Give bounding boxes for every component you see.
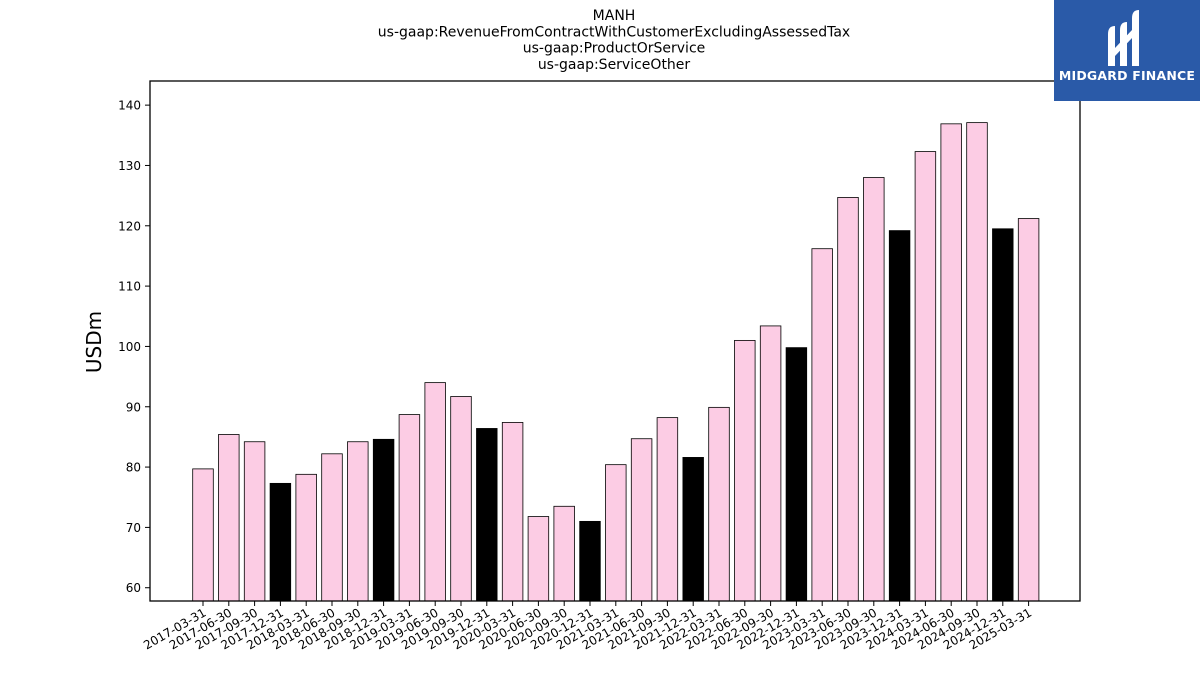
y-tick-label: 80 (126, 461, 141, 475)
y-axis: 60 70 80 90 100 110 120 130 140 (118, 99, 150, 595)
bar-2017-09-30 (243, 441, 266, 602)
bar-2022-09-30 (759, 325, 782, 602)
bar-2019-06-30 (424, 382, 446, 602)
bar-2018-12-31 (372, 438, 395, 602)
bar-2024-06-30 (940, 123, 962, 602)
bar-2024-12-31 (992, 228, 1014, 602)
bar-2019-03-31 (398, 414, 421, 602)
bar-2018-06-30 (321, 453, 343, 602)
bar-2024-03-31 (914, 151, 937, 602)
y-tick-label: 70 (126, 521, 141, 535)
bar-2018-09-30 (347, 441, 369, 602)
bar-2022-12-31 (785, 347, 808, 602)
y-tick-label: 100 (118, 340, 141, 354)
chart-title-line: MANH (593, 8, 636, 24)
bar-2021-06-30 (630, 438, 653, 602)
bar-2017-12-31 (269, 482, 292, 602)
bar-2021-12-31 (682, 457, 704, 602)
y-axis-label: USDm (82, 311, 106, 373)
y-tick-label: 120 (118, 219, 141, 233)
bar-2020-09-30 (553, 505, 575, 602)
bar-2021-09-30 (656, 417, 679, 602)
chart-title-line: us-gaap:RevenueFromContractWithCustomerE… (378, 24, 850, 40)
bar-2023-12-31 (888, 230, 911, 602)
bar-2023-09-30 (863, 177, 885, 602)
bar-2023-06-30 (837, 197, 859, 602)
bar-2022-06-30 (734, 339, 756, 602)
chart-title: MANHus-gaap:RevenueFromContractWithCusto… (378, 8, 850, 73)
bar-2020-03-31 (501, 422, 524, 602)
bars (192, 122, 1040, 602)
bar-2018-03-31 (295, 473, 317, 602)
x-axis: 2017-03-312017-06-302017-09-302017-12-31… (141, 601, 1034, 652)
bar-2024-09-30 (966, 122, 988, 602)
bar-2019-09-30 (450, 396, 472, 602)
bar-2017-06-30 (218, 434, 240, 602)
chart-title-line: us-gaap:ServiceOther (538, 57, 691, 73)
bar-2023-03-31 (811, 248, 833, 602)
bar-2022-03-31 (708, 406, 730, 602)
y-tick-label: 60 (126, 581, 141, 595)
y-tick-label: 130 (118, 159, 141, 173)
logo-text: MIDGARD FINANCE (1058, 68, 1196, 83)
y-tick-label: 90 (126, 400, 141, 414)
midgard-logo-icon (1108, 10, 1139, 66)
chart-title-line: us-gaap:ProductOrService (523, 41, 706, 57)
y-tick-label: 140 (118, 99, 141, 113)
y-tick-label: 110 (118, 280, 141, 294)
bar-2019-12-31 (476, 428, 498, 602)
bar-2020-06-30 (527, 516, 550, 602)
plot-frame (149, 80, 1081, 602)
bar-2017-03-31 (192, 468, 214, 602)
bar-2025-03-31 (1017, 218, 1040, 602)
bar-2020-12-31 (579, 520, 601, 602)
midgard-finance-logo: MIDGARD FINANCE (1054, 0, 1200, 101)
bar-2021-03-31 (605, 464, 627, 602)
